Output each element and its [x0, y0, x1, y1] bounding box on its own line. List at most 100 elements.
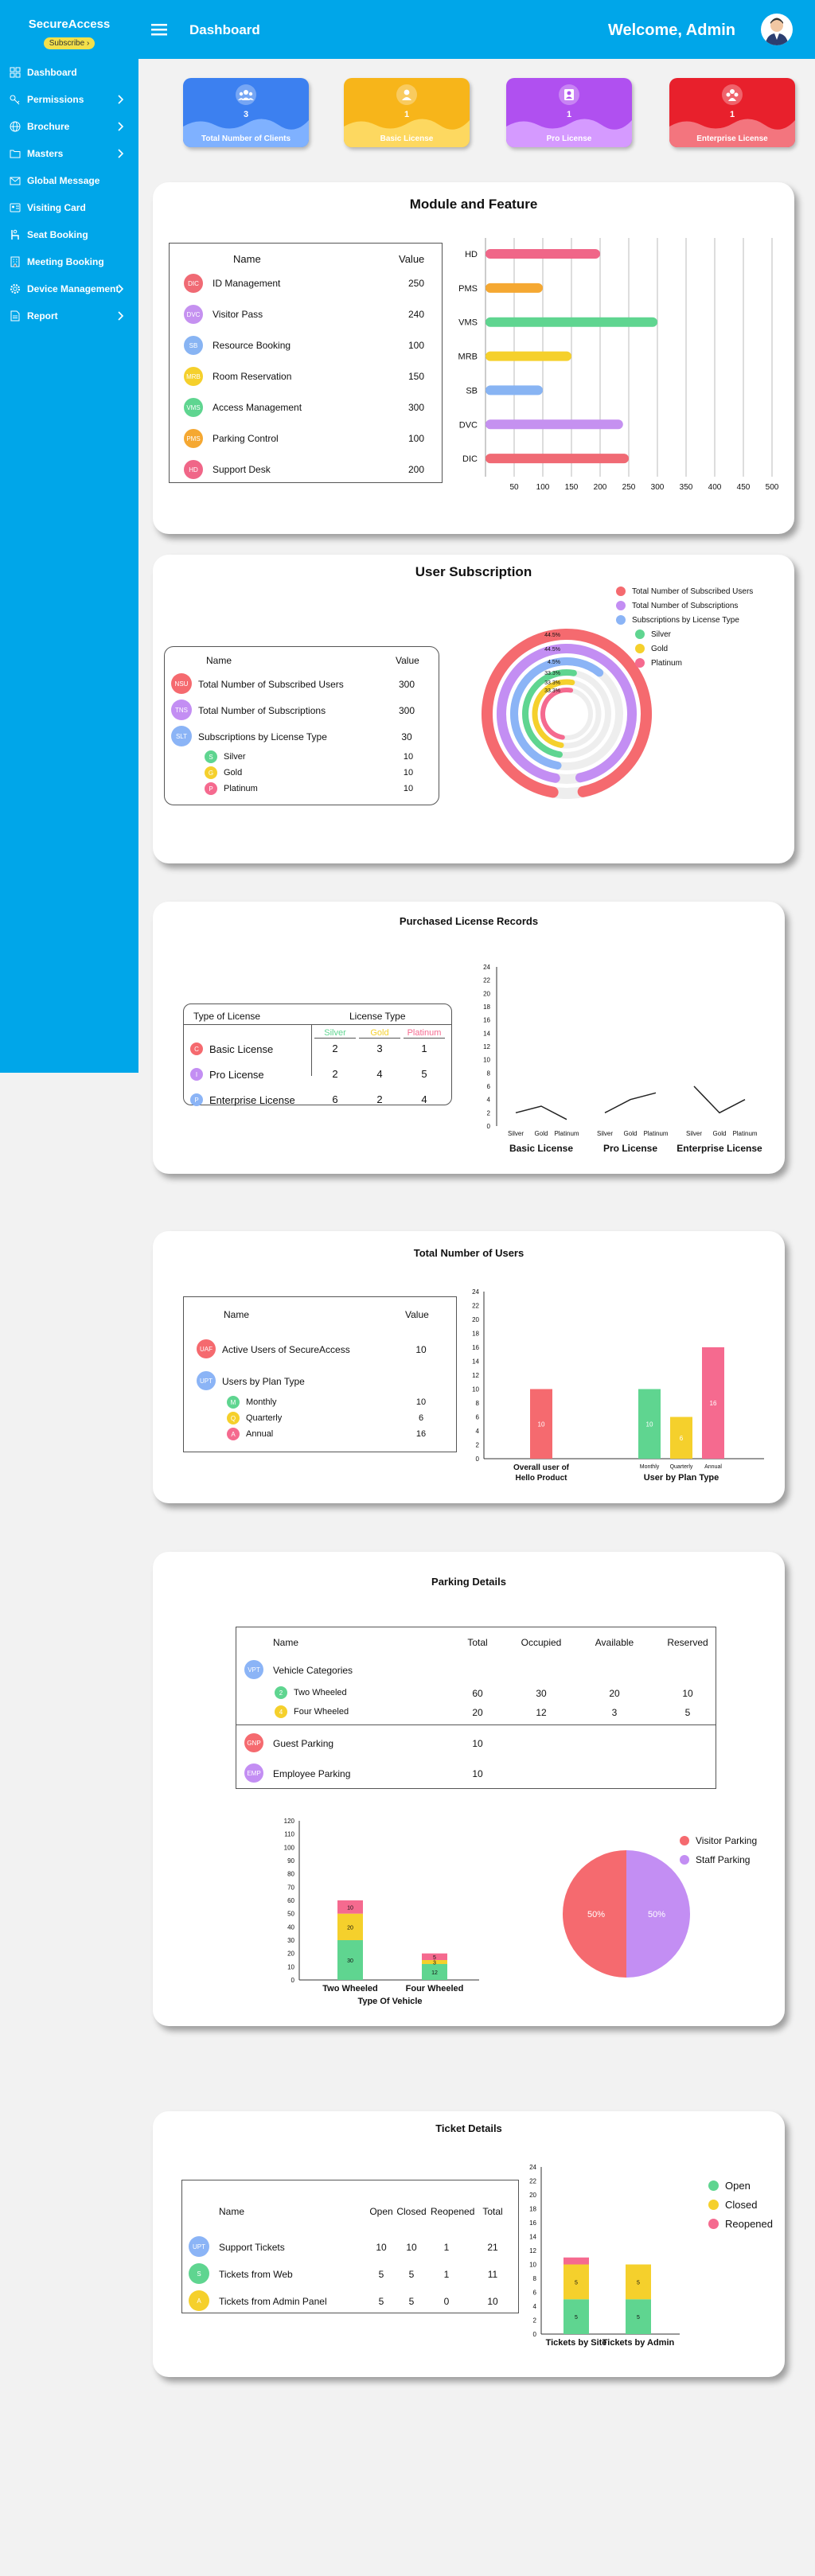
module-bar-chart: 50 100 150 200 250 300 350 400 450 500 HD PMS VMS MRB… — [458, 238, 779, 492]
legend-label: Open — [725, 2180, 751, 2192]
sub-row: S Silver 10 — [205, 750, 435, 765]
sidebar-item-label: Permissions — [27, 94, 84, 105]
sidebar-item-global-message[interactable]: Global Message — [0, 167, 138, 194]
menu-icon[interactable] — [151, 23, 167, 36]
tick-label: 250 — [622, 483, 636, 492]
users-table: Name Value UAF Active Users of SecureAcce… — [183, 1296, 457, 1452]
chevron-right-icon — [118, 122, 131, 134]
y-tick-label: 24 — [472, 1288, 479, 1296]
sidebar-item-seat-booking[interactable]: Seat Booking — [0, 221, 138, 248]
report-icon — [10, 310, 20, 322]
line-basic-license — [515, 1105, 567, 1120]
y-tick-label: 0 — [487, 1123, 491, 1130]
wave-decoration — [506, 119, 632, 147]
cell-value: 20 — [609, 1688, 620, 1699]
tick-label: 500 — [766, 483, 779, 492]
bar — [670, 1417, 692, 1459]
stat-card[interactable]: 1 Enterprise License — [669, 78, 795, 147]
table-row: NSU Total Number of Subscribed Users 300 — [171, 672, 434, 695]
column-header: Reserved — [667, 1637, 708, 1648]
y-tick-label: 20 — [472, 1316, 479, 1323]
badge-icon: M — [227, 1396, 240, 1409]
badge-icon: DVC — [184, 305, 203, 324]
stat-card[interactable]: 1 Pro License — [506, 78, 632, 147]
bar — [530, 1389, 552, 1459]
ticket-table: Name Open Closed Reopened Total UPT Support T… — [181, 2180, 519, 2313]
avatar[interactable] — [761, 14, 793, 45]
row-name: Total Number of Subscribed Users — [198, 679, 344, 690]
gear-icon — [10, 284, 20, 294]
tick-label: 50 — [509, 483, 519, 492]
row-value: 10 — [403, 768, 414, 777]
bar-hd — [485, 249, 600, 259]
category-label: HD — [465, 250, 478, 259]
category-label: VMS — [458, 318, 478, 328]
sidebar-item-permissions[interactable]: Permissions — [0, 86, 138, 113]
sidebar-item-visiting-card[interactable]: Visiting Card — [0, 194, 138, 221]
legend-item: Total Number of Subscriptions — [616, 601, 738, 610]
y-tick-label: 60 — [287, 1897, 294, 1904]
stat-value: 1 — [566, 110, 572, 119]
badge-icon: 2 — [275, 1686, 287, 1699]
legend-label: Staff Parking — [696, 1854, 751, 1865]
badge-icon: P — [190, 1093, 203, 1106]
data-label: 10 — [347, 1905, 353, 1911]
subscribe-button[interactable]: Subscribe › — [44, 37, 95, 49]
table-row: GNP Guest Parking 10 — [244, 1732, 483, 1753]
row-value: 10 — [403, 784, 414, 793]
sidebar-item-brochure[interactable]: Brochure — [0, 113, 138, 140]
group-label: Overall user of — [513, 1463, 570, 1472]
legend-label: Reopened — [725, 2218, 773, 2230]
cell-value: 5 — [684, 1707, 691, 1718]
row-name: Pro License — [209, 1069, 264, 1081]
bar-segment-occupied — [422, 1964, 447, 1980]
y-tick-label: 8 — [476, 1400, 480, 1407]
row-name: Active Users of SecureAccess — [222, 1344, 350, 1355]
row-name: Support Desk — [213, 464, 271, 475]
y-tick-label: 12 — [529, 2247, 536, 2254]
clients-icon — [238, 90, 254, 100]
y-tick-label: 2 — [533, 2317, 537, 2325]
y-tick-label: 6 — [533, 2290, 537, 2297]
building-icon — [10, 256, 20, 267]
column-header: Gold — [359, 1028, 400, 1039]
stat-card[interactable]: 1 Basic License — [344, 78, 470, 147]
sidebar-item-masters[interactable]: Masters — [0, 140, 138, 167]
stat-card[interactable]: 3 Total Number of Clients — [183, 78, 309, 147]
row-value: 100 — [408, 340, 425, 351]
tick-label: 200 — [594, 483, 607, 492]
row-value: 240 — [408, 309, 425, 320]
legend-marker — [680, 1836, 689, 1845]
chevron-right-icon — [118, 95, 131, 107]
sidebar-item-device-management[interactable]: Device Management — [0, 275, 138, 302]
legend-item: Total Number of Subscribed Users — [616, 587, 753, 596]
badge-icon: HD — [184, 460, 203, 479]
user-icon — [402, 89, 411, 100]
bar — [702, 1347, 724, 1459]
x-tick-label: Silver — [508, 1130, 524, 1137]
sidebar-item-meeting-booking[interactable]: Meeting Booking — [0, 248, 138, 275]
row-name: Monthly — [246, 1397, 277, 1407]
tick-label: 150 — [565, 483, 579, 492]
row-name: Platinum — [224, 784, 258, 793]
data-label: 5 — [575, 2280, 578, 2286]
row-value: 300 — [398, 705, 415, 716]
y-tick-label: 16 — [529, 2219, 536, 2227]
dashboard-icon — [10, 67, 21, 78]
badge-icon: NSU — [171, 673, 192, 694]
row-name: Access Management — [213, 402, 302, 413]
stat-value: 1 — [729, 110, 735, 119]
y-tick-label: 70 — [287, 1884, 294, 1891]
data-label: 33.3% — [544, 688, 560, 694]
table-row: C Basic License — [190, 1041, 310, 1057]
row-name: Gold — [224, 768, 243, 777]
category-label: SB — [466, 386, 478, 396]
bar-segment-reserved — [422, 1953, 447, 1960]
module-feature-card: Module and Feature Name Value DIC ID Mana… — [153, 182, 794, 534]
data-label: 12 — [431, 1970, 438, 1976]
sidebar-item-report[interactable]: Report — [0, 302, 138, 329]
ring-total-number-of-subscriptions — [497, 644, 637, 783]
sidebar-item-dashboard[interactable]: Dashboard — [0, 59, 138, 86]
y-tick-label: 14 — [483, 1030, 490, 1037]
legend-label: Total Number of Subscribed Users — [632, 587, 754, 596]
